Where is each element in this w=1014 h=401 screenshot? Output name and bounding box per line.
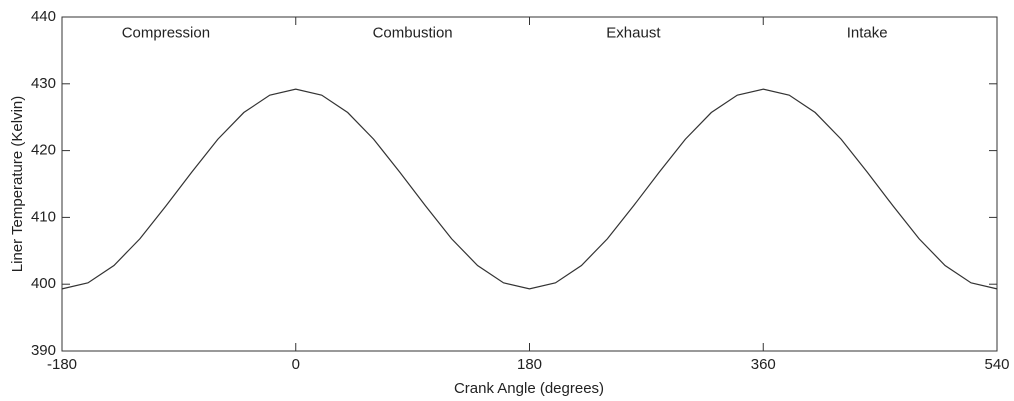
phase-label: Combustion xyxy=(373,25,453,42)
plot-frame xyxy=(61,16,998,352)
x-tick-label: -180 xyxy=(47,356,77,373)
x-tick-label: 360 xyxy=(751,356,776,373)
phase-label: Exhaust xyxy=(606,25,661,42)
phase-label: Compression xyxy=(122,25,210,42)
x-tick-label: 0 xyxy=(292,356,300,373)
y-tick-label: 420 xyxy=(31,142,56,159)
y-tick-label: 400 xyxy=(31,275,56,292)
y-tick-label: 430 xyxy=(31,75,56,92)
x-axis-label: Crank Angle (degrees) xyxy=(454,380,604,397)
y-tick-label: 440 xyxy=(31,8,56,25)
x-tick-label: 540 xyxy=(984,356,1009,373)
line-series xyxy=(61,88,998,290)
y-axis-label: Liner Temperature (Kelvin) xyxy=(9,96,26,272)
y-tick-label: 410 xyxy=(31,208,56,225)
y-tick-label: 390 xyxy=(31,342,56,359)
x-tick-label: 180 xyxy=(517,356,542,373)
phase-label: Intake xyxy=(847,25,888,42)
